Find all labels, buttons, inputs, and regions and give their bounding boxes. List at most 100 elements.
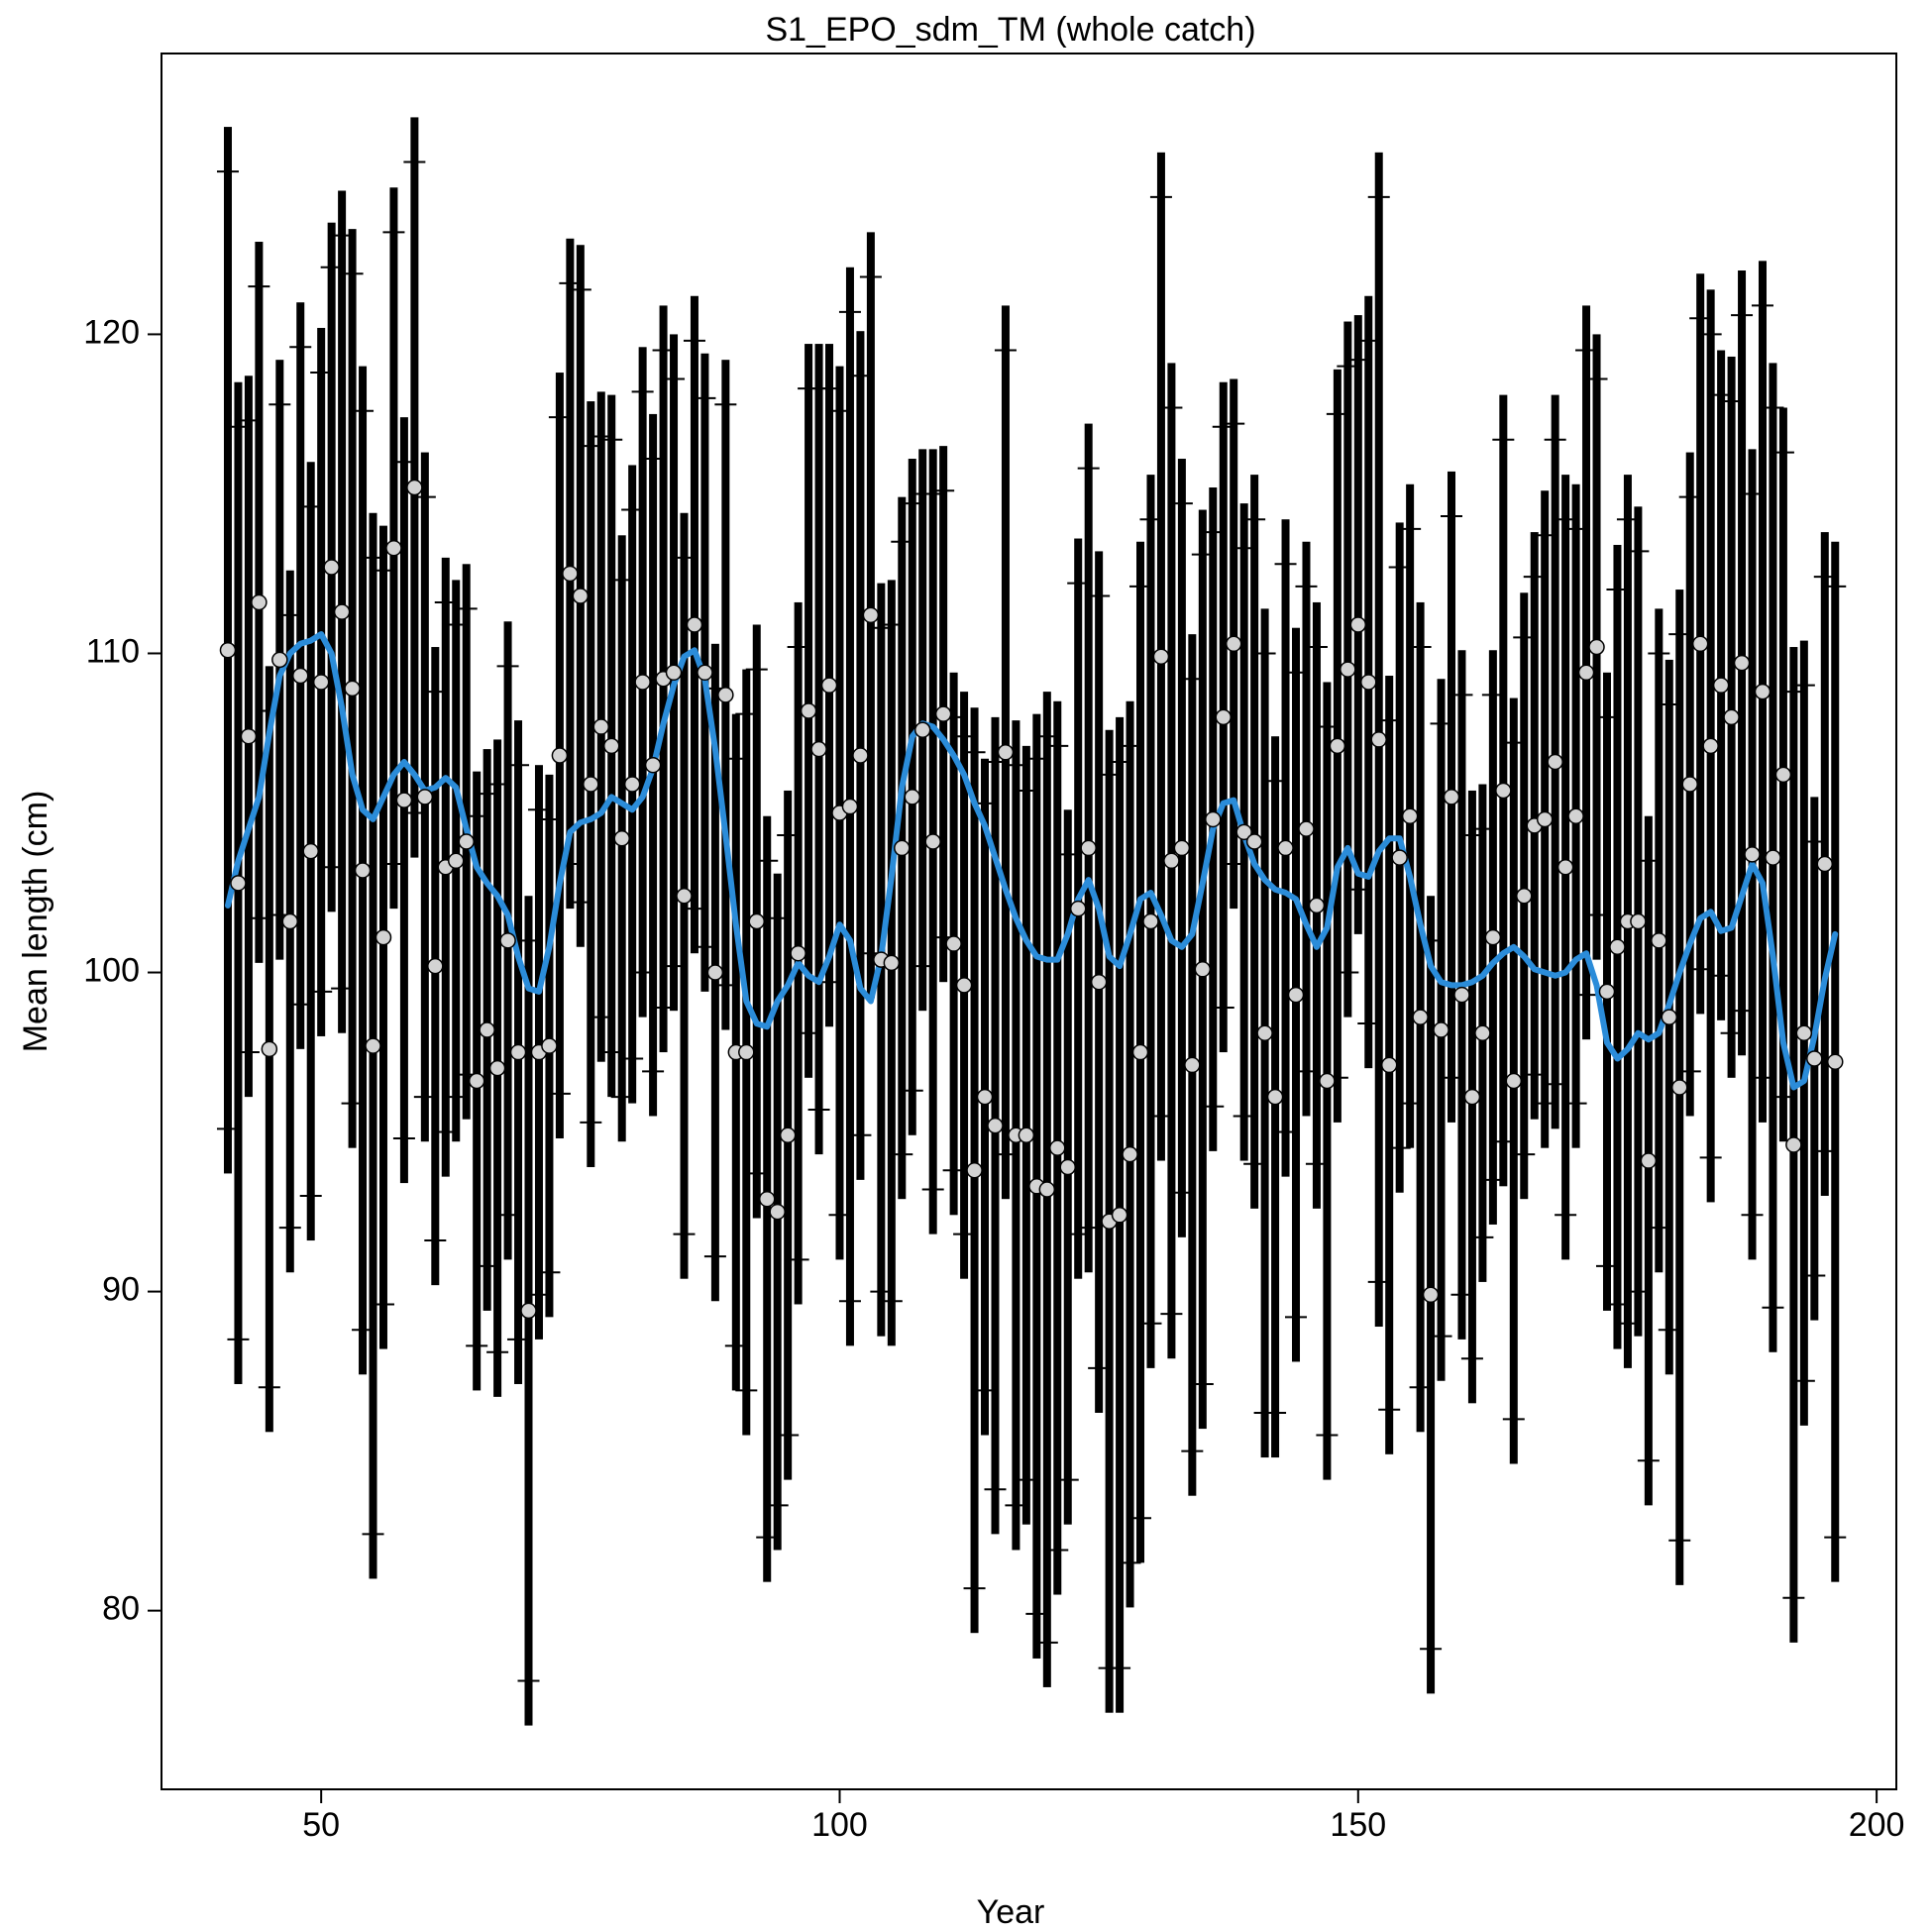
observed-point [1080,839,1097,857]
observed-point [976,1088,994,1106]
observed-point [592,718,610,735]
observed-point [1319,1072,1336,1090]
observed-point [416,789,434,805]
observed-point [1329,737,1346,755]
observed-point [1556,859,1574,876]
observed-point [1287,986,1305,1004]
observed-point [1433,1021,1449,1038]
observed-point [230,875,247,892]
observed-point [1774,766,1792,784]
observed-point [509,1043,527,1061]
observed-point [1795,1024,1813,1041]
observed-point [997,744,1015,761]
observed-point [583,776,599,793]
observed-point [697,664,713,682]
observed-point [541,1037,558,1054]
observed-point [1225,635,1242,653]
observed-point [1391,849,1408,866]
observed-point [1298,820,1315,837]
error-bars [216,117,1847,1726]
observed-point [1630,912,1647,930]
observed-point [333,603,351,620]
observed-point [562,565,579,583]
observed-point [1651,932,1667,949]
observed-point [1536,810,1554,828]
observed-point [665,664,683,682]
observed-point [1495,782,1512,800]
observed-point [1598,983,1616,1001]
chart-title: S1_EPO_sdm_TM (whole catch) [765,11,1255,49]
observed-point [479,1021,495,1038]
y-axis-label: Mean length (cm) [17,791,54,1053]
observed-point [934,705,952,722]
observed-point [1733,654,1751,672]
observed-point [1059,1158,1076,1176]
observed-point [841,798,859,815]
observed-point [488,1059,506,1077]
observed-point [375,928,392,946]
observed-point [1806,1050,1823,1067]
observed-point [1277,839,1294,857]
observed-point [499,932,516,949]
observed-point [1235,823,1252,841]
observed-point [738,1043,755,1061]
observed-point [1547,753,1563,771]
x-tick-label: 100 [811,1806,868,1844]
observed-point [1826,1053,1844,1070]
observed-point [1349,616,1367,633]
observed-point [1671,1079,1688,1096]
y-tick-label: 100 [83,952,140,990]
observed-point [769,1203,786,1221]
observed-point [1702,737,1719,755]
observed-point [904,789,921,805]
observed-point [1205,810,1222,828]
x-tick-label: 150 [1330,1806,1386,1844]
observed-point [1142,912,1159,930]
observed-point [1380,1056,1398,1074]
observed-point [748,912,766,930]
x-tick-label: 50 [302,1806,340,1844]
observed-point [1131,1043,1149,1061]
observed-point [1765,849,1781,866]
observed-points [219,479,1844,1320]
observed-point [686,616,703,633]
observed-point [1173,839,1191,857]
observed-point [385,539,402,557]
observed-point [1785,1136,1802,1153]
observed-point [1681,776,1698,793]
observed-point [1640,1152,1658,1169]
observed-point [1184,1056,1201,1074]
observed-point [1816,855,1834,873]
observed-point [406,479,423,496]
observed-point [1111,1207,1128,1224]
observed-point [520,1302,537,1320]
observed-point [883,954,901,972]
observed-point [945,935,962,952]
observed-point [1516,887,1533,905]
observed-point [1401,807,1419,824]
observed-point [676,887,693,905]
observed-point [634,674,651,691]
observed-point [779,1127,797,1144]
x-axis-label: Year [977,1893,1045,1931]
observed-point [1370,731,1387,748]
observed-point [862,606,880,624]
observed-point [1360,674,1377,691]
observed-point [913,721,931,739]
observed-point [1049,1139,1066,1156]
observed-point [427,957,444,975]
observed-point [458,833,475,850]
observed-point [1245,833,1263,850]
observed-point [987,1117,1004,1134]
observed-point [281,912,299,930]
observed-point [271,651,288,669]
observed-point [1256,1024,1273,1041]
observed-point [1194,961,1212,978]
observed-point [468,1072,485,1090]
observed-point [251,593,268,611]
observed-point [1018,1127,1035,1144]
observed-point [572,588,590,604]
observed-point [1163,852,1180,870]
observed-point [261,1040,278,1058]
observed-point [1484,928,1502,946]
